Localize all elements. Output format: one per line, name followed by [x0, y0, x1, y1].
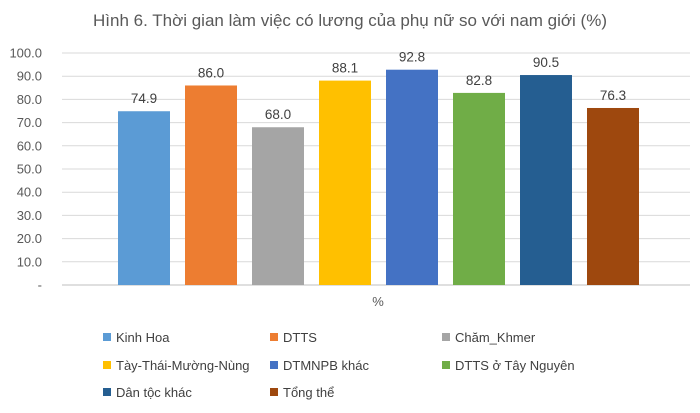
- legend-label: Kinh Hoa: [116, 330, 170, 345]
- data-labels: 74.9 86.0 68.0 88.1 92.8 82.8 90.5 76.3: [131, 50, 626, 123]
- data-label: 68.0: [265, 107, 291, 122]
- x-axis-label: %: [372, 294, 384, 309]
- y-tick-label: 90.0: [17, 69, 42, 84]
- y-tick-label: 100.0: [9, 46, 42, 61]
- bar: [252, 127, 304, 286]
- legend-swatch: [103, 388, 111, 396]
- legend-swatch: [270, 388, 278, 396]
- legend-swatch: [270, 333, 278, 341]
- bar: [319, 80, 371, 285]
- legend-label: DTMNPB khác: [283, 358, 369, 373]
- y-tick-label: 30.0: [17, 208, 42, 223]
- bar: [453, 92, 505, 286]
- data-label: 86.0: [198, 65, 224, 80]
- legend-label: Chăm_Khmer: [455, 330, 536, 345]
- data-label: 76.3: [600, 88, 626, 103]
- data-label: 74.9: [131, 91, 157, 106]
- bar: [386, 69, 438, 285]
- y-tick-label: 80.0: [17, 92, 42, 107]
- data-label: 92.8: [399, 50, 425, 65]
- y-tick-label: 20.0: [17, 231, 42, 246]
- y-tick-label: -: [38, 278, 42, 293]
- legend-label: Tổng thể: [283, 385, 334, 400]
- y-tick-label: 60.0: [17, 138, 42, 153]
- data-label: 90.5: [533, 55, 559, 70]
- legend-swatch: [270, 361, 278, 369]
- y-tick-label: 50.0: [17, 162, 42, 177]
- y-tick-label: 70.0: [17, 115, 42, 130]
- y-tick-label: 10.0: [17, 254, 42, 269]
- bars: [118, 69, 639, 286]
- legend-label: Tày-Thái-Mường-Nùng: [116, 358, 250, 373]
- legend-swatch: [103, 361, 111, 369]
- legend-label: DTTS ở Tây Nguyên: [455, 358, 575, 373]
- bar: [118, 111, 170, 286]
- legend: Kinh Hoa DTTS Chăm_Khmer Tày-Thái-Mường-Nùn…: [103, 330, 575, 400]
- chart-title: Hình 6. Thời gian làm việc có lương của …: [93, 11, 607, 30]
- legend-swatch: [442, 361, 450, 369]
- data-label: 82.8: [466, 73, 492, 88]
- legend-label: DTTS: [283, 330, 317, 345]
- legend-swatch: [442, 333, 450, 341]
- bar: [520, 75, 572, 285]
- data-label: 88.1: [332, 61, 358, 76]
- bar: [587, 107, 639, 285]
- y-tick-label: 40.0: [17, 185, 42, 200]
- y-axis-ticks: - 10.0 20.0 30.0 40.0 50.0 60.0 70.0 80.0 90.0 100…: [9, 46, 42, 293]
- legend-label: Dân tộc khác: [116, 385, 192, 400]
- legend-swatch: [103, 333, 111, 341]
- bar: [185, 85, 237, 285]
